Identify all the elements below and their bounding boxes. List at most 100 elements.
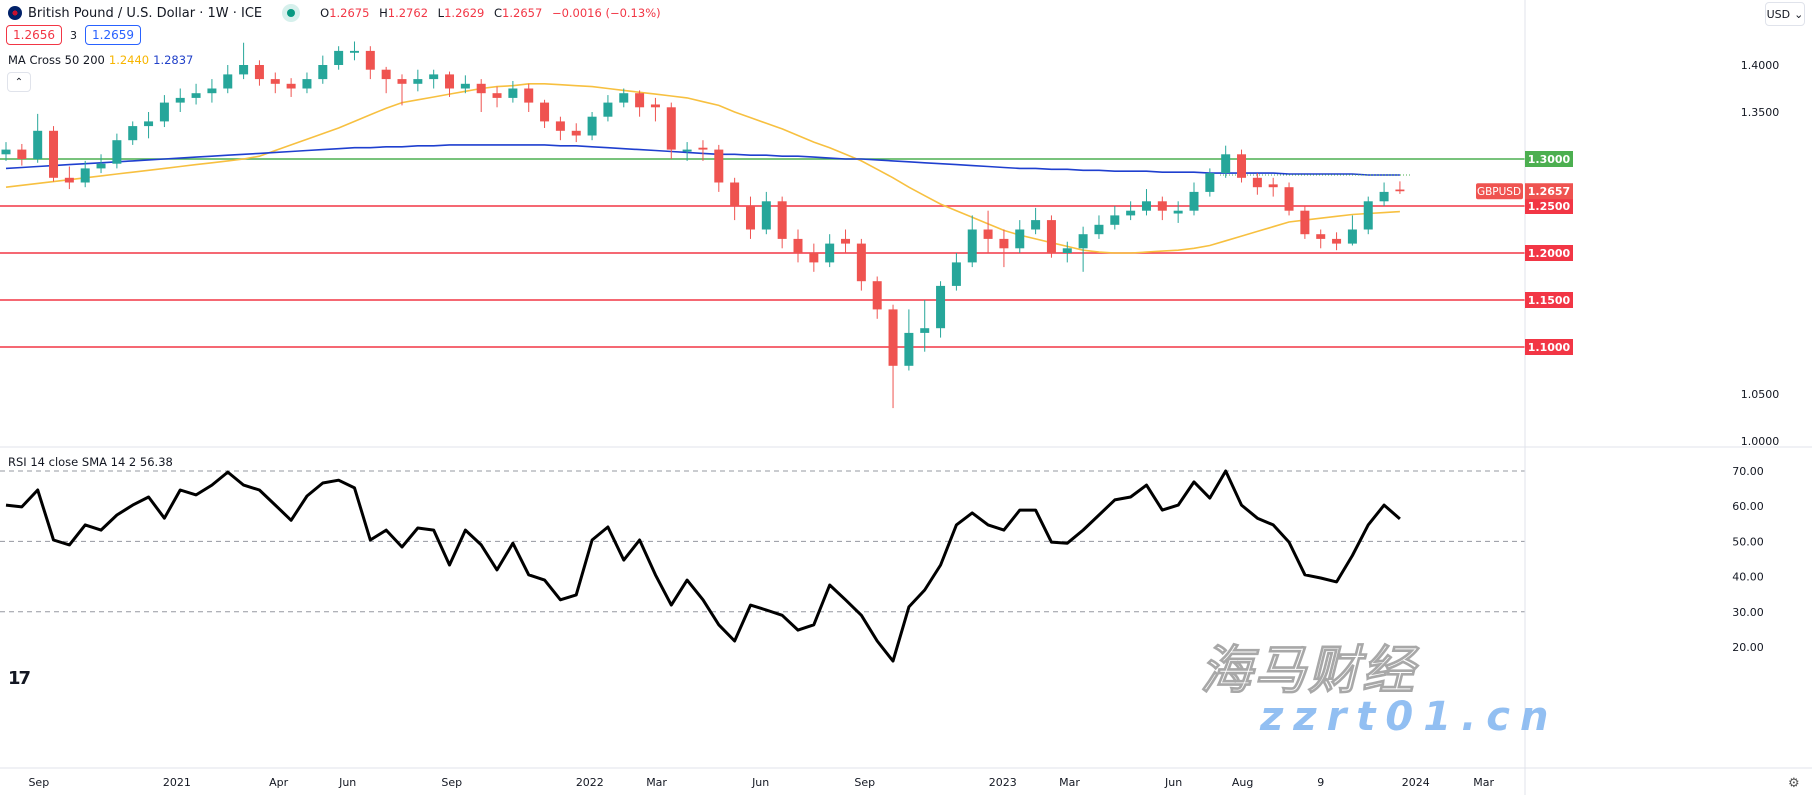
candle-body [1141, 201, 1151, 211]
moving-averages [5, 83, 1412, 254]
rsi-tick-label: 20.00 [1732, 641, 1764, 654]
candle [1221, 145, 1231, 178]
gb-flag-icon [8, 6, 22, 20]
time-tick-label: 9 [1317, 776, 1324, 789]
candle [1015, 220, 1025, 253]
candle-body [1173, 210, 1183, 214]
candle [856, 238, 866, 291]
candle [1189, 182, 1199, 216]
level-tag [1525, 198, 1573, 214]
time-tick-label: Sep [441, 776, 462, 789]
candle-body [1237, 154, 1247, 178]
candle-body [603, 102, 613, 117]
candle [397, 74, 407, 106]
candle-body [17, 149, 27, 159]
candle [270, 72, 280, 94]
candles [1, 41, 1405, 409]
candle-body [207, 88, 217, 94]
candle [1094, 215, 1104, 239]
candle-body [1046, 220, 1056, 253]
ohlc-values: O1.2675 H1.2762 L1.2629 C1.2657 −0.0016 … [320, 6, 661, 20]
time-tick-label: Jun [1164, 776, 1182, 789]
candle [33, 113, 43, 163]
candle-body [1110, 215, 1120, 225]
level-tag-label: 1.2000 [1528, 247, 1571, 260]
candle [1332, 232, 1342, 251]
gear-icon[interactable]: ⚙ [1788, 776, 1800, 791]
candle-body [888, 309, 898, 366]
candle [429, 69, 439, 89]
symbol-title[interactable]: British Pound / U.S. Dollar · 1W · ICE [28, 5, 263, 21]
time-tick-label: Sep [854, 776, 875, 789]
candle [1078, 226, 1088, 272]
last-price-label: 1.2657 [1528, 185, 1570, 198]
candle [793, 229, 803, 263]
candle [508, 80, 518, 103]
candle-body [1015, 229, 1025, 249]
candle-body [270, 79, 280, 84]
candle-body [1221, 154, 1231, 174]
currency-dropdown[interactable]: USD ⌄ [1765, 2, 1805, 26]
chevron-down-icon: ⌄ [1794, 7, 1804, 21]
candle-body [49, 130, 59, 178]
level-tag [1525, 245, 1573, 261]
spread: 3 [70, 28, 77, 42]
candle [888, 304, 898, 409]
candle-body [571, 130, 581, 136]
candle-body [239, 65, 249, 75]
candle [809, 243, 819, 272]
rsi-legend[interactable]: RSI 14 close SMA 14 2 56.38 [8, 455, 173, 469]
symbol-legend: British Pound / U.S. Dollar · 1W · ICE O… [8, 4, 667, 22]
candle [540, 99, 550, 128]
candle [1046, 215, 1056, 258]
candle-body [159, 102, 169, 122]
candle [476, 79, 486, 112]
candle [1252, 173, 1262, 195]
time-tick-label: Aug [1232, 776, 1253, 789]
candle-body [682, 149, 692, 152]
candle [666, 102, 676, 159]
price-tick-label: 1.0000 [1741, 435, 1780, 448]
candle [1237, 149, 1247, 183]
candle-body [1332, 238, 1342, 244]
candle-body [745, 206, 755, 230]
rsi-tick-label: 30.00 [1732, 606, 1764, 619]
price-change: −0.0016 (−0.13%) [551, 6, 661, 20]
time-tick-label: Sep [28, 776, 49, 789]
candle [365, 46, 375, 80]
buy-button[interactable]: 1.2659 [85, 25, 141, 45]
candle-body [524, 88, 534, 103]
candle-body [1379, 191, 1389, 202]
collapse-legend-button[interactable]: ⌃ [7, 72, 31, 92]
candle-body [999, 238, 1009, 249]
candle [349, 41, 359, 61]
candle-body [1284, 187, 1294, 211]
horizontal-levels [0, 158, 1525, 348]
candle [1173, 201, 1183, 223]
candle [191, 83, 201, 105]
candle-body [175, 97, 185, 103]
candle-body [191, 93, 201, 98]
market-open-icon [282, 4, 301, 22]
time-tick-label: 2022 [576, 776, 604, 789]
candle [144, 112, 154, 139]
candle-body [761, 201, 771, 230]
ma-cross-legend[interactable]: MA Cross 50 200 1.2440 1.2837 [8, 53, 194, 67]
sell-button[interactable]: 1.2656 [6, 25, 62, 45]
candle-body [1268, 184, 1278, 188]
candle [841, 229, 851, 253]
candle [920, 300, 930, 352]
candle-body [730, 182, 740, 206]
candle [999, 229, 1009, 268]
tradingview-logo[interactable]: 17 [8, 668, 31, 689]
candle-body [397, 79, 407, 84]
rsi-pane [0, 469, 1525, 663]
candle [730, 177, 740, 221]
candle [128, 121, 138, 145]
candle [571, 123, 581, 143]
candle [904, 309, 914, 371]
candle-body [951, 262, 961, 286]
candle-body [666, 107, 676, 150]
